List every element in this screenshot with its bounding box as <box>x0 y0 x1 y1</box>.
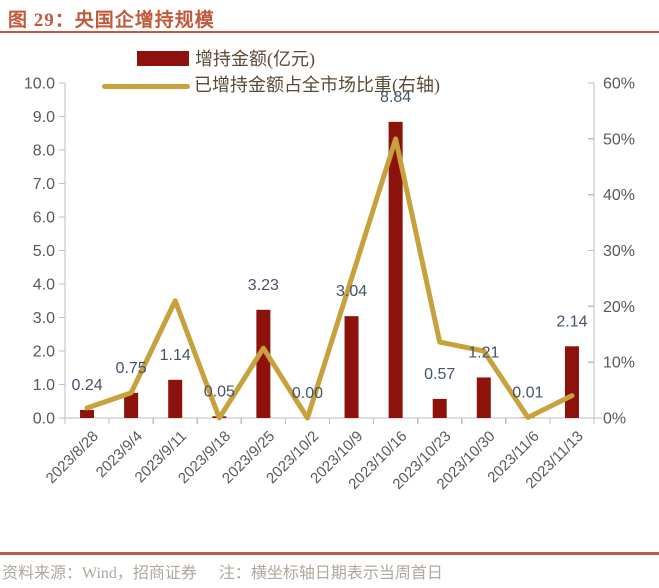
left-axis-label: 4.0 <box>33 277 55 294</box>
axes <box>59 82 602 424</box>
bar <box>256 309 271 418</box>
source-note: 资料来源：Wind，招商证券 注：横坐标轴日期表示当周首日 <box>2 559 657 583</box>
right-axis-label: 50% <box>603 131 635 148</box>
bar-value-label: 0.00 <box>292 385 323 402</box>
left-axis-label: 2.0 <box>33 344 55 361</box>
left-axis-label: 1.0 <box>33 377 55 394</box>
legend-label-bar: 增持金额(亿元) <box>195 49 315 69</box>
bar <box>432 398 447 418</box>
right-axis-label: 0% <box>603 411 626 428</box>
bar-value-label: 0.57 <box>424 366 455 383</box>
bar <box>124 392 139 418</box>
figure-title: 图 29：央国企增持规模 <box>8 10 215 31</box>
bar-value-label: 0.05 <box>204 383 235 400</box>
left-axis-label: 3.0 <box>33 310 55 327</box>
left-axis-label: 9.0 <box>33 109 55 126</box>
bar-series-swatch-icon <box>137 51 189 66</box>
right-axis-label: 10% <box>603 355 635 372</box>
bar <box>344 316 359 418</box>
bar-value-label: 2.14 <box>556 313 587 330</box>
bar-value-labels: 0.24 0.75 1.14 0.05 3.23 0.00 3.04 8.84 0.57 1.21… <box>71 89 587 402</box>
bar-value-label: 1.14 <box>160 347 191 364</box>
bar-line-chart: 0.0 1.0 2.0 3.0 4.0 5.0 6.0 7.0 8.0 9.0 10.0 0% 10% 2… <box>24 76 635 493</box>
axis-tick-labels: 0.0 1.0 2.0 3.0 4.0 5.0 6.0 7.0 8.0 9.0 10.0 0% 10% 2… <box>24 76 635 428</box>
left-axis-label: 5.0 <box>33 243 55 260</box>
legend-label-line: 已增持金额占全市场比重(右轴) <box>194 75 440 95</box>
bar <box>80 409 95 418</box>
line-series-swatch-icon <box>102 84 190 89</box>
note-text: 注：横坐标轴日期表示当周首日 <box>218 565 443 582</box>
bar <box>564 346 579 418</box>
bar-value-label: 0.24 <box>71 377 102 394</box>
bar-value-label: 3.23 <box>248 277 279 294</box>
left-axis-label: 7.0 <box>33 176 55 193</box>
bar-value-label: 8.84 <box>380 89 411 106</box>
left-axis-label: 8.0 <box>33 143 55 160</box>
bar-series <box>80 121 579 419</box>
title-divider <box>0 31 659 33</box>
bar <box>476 377 491 418</box>
left-axis-label: 0.0 <box>33 411 55 428</box>
bar-value-label: 3.04 <box>336 283 367 300</box>
right-axis-label: 60% <box>603 76 635 93</box>
left-axis-label: 10.0 <box>24 76 55 93</box>
left-axis-label: 6.0 <box>33 210 55 227</box>
right-axis-label: 20% <box>603 299 635 316</box>
x-axis-label: 2023/8/28 <box>43 428 102 487</box>
source-text: 资料来源：Wind，招商证券 <box>2 565 197 582</box>
right-axis-label: 30% <box>603 243 635 260</box>
right-axis-label: 40% <box>603 187 635 204</box>
bar-value-label: 0.75 <box>116 360 147 377</box>
footer-divider <box>0 552 659 555</box>
bar-value-label: 1.21 <box>468 344 499 361</box>
x-axis-labels: 2023/8/282023/9/42023/9/112023/9/182023/… <box>43 428 587 493</box>
bar <box>168 379 183 418</box>
bar-value-label: 0.01 <box>512 385 543 402</box>
bar <box>388 121 403 419</box>
line-series <box>84 136 575 421</box>
